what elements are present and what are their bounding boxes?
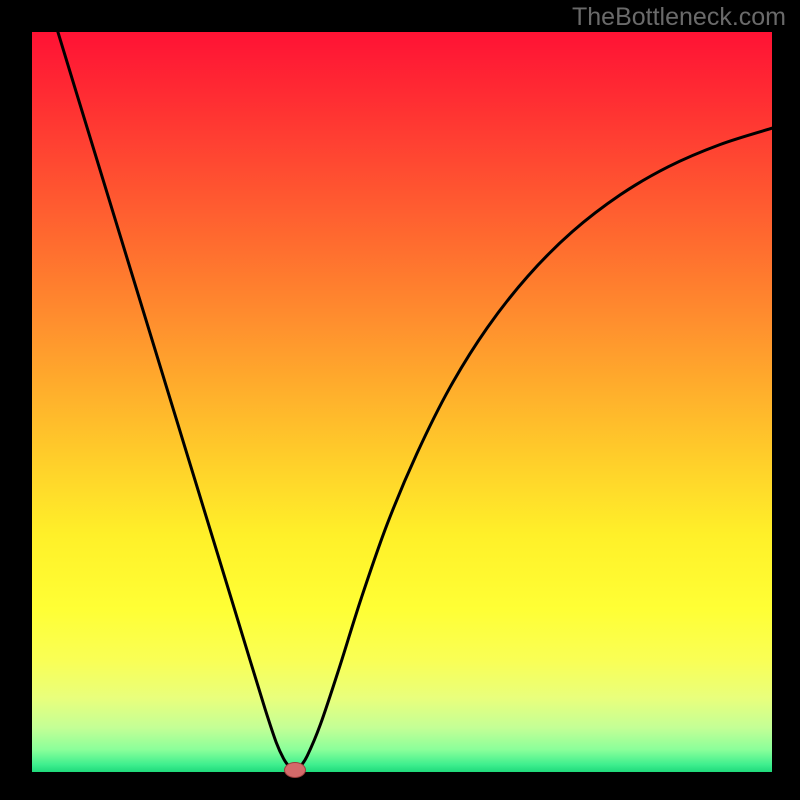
vertex-marker (284, 762, 306, 778)
watermark-label: TheBottleneck.com (572, 3, 786, 32)
bottleneck-curve (58, 32, 772, 770)
plot-svg (32, 32, 772, 772)
figure-canvas: TheBottleneck.com (0, 0, 800, 800)
plot-area (32, 32, 772, 772)
